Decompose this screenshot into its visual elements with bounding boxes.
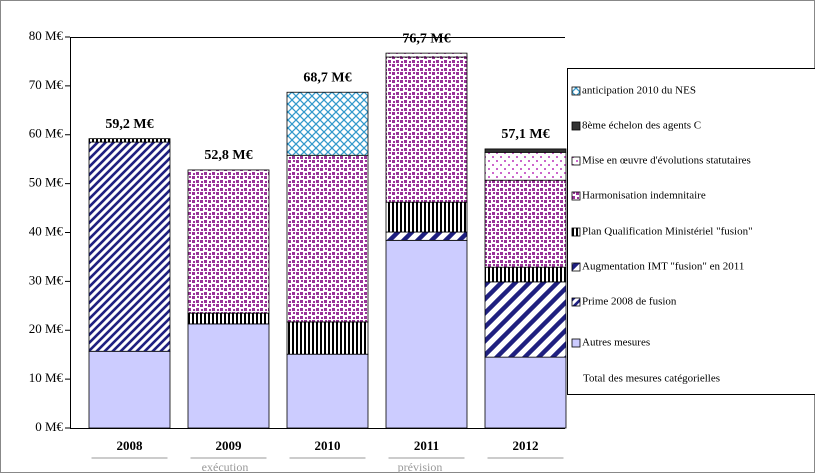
bar-segment	[385, 239, 468, 429]
bar-segment	[88, 138, 171, 143]
x-tick-label: 2012	[513, 438, 539, 453]
bar-segment	[484, 356, 567, 429]
bar-segment	[484, 281, 567, 358]
legend-swatch	[571, 338, 581, 348]
total-label: 76,7 M€	[402, 31, 450, 46]
total-label: 68,7 M€	[303, 70, 351, 85]
bar-segment	[88, 350, 171, 429]
bar-segment	[187, 323, 270, 429]
legend-label: Augmentation IMT "fusion" en 2011	[582, 261, 744, 273]
bar-segment	[385, 231, 468, 241]
y-tick-label: 80 M€	[29, 28, 64, 43]
y-tick-label: 70 M€	[29, 77, 64, 92]
y-tick-label: 40 M€	[29, 223, 64, 238]
legend-swatch	[571, 297, 581, 307]
bar-segment	[484, 266, 567, 283]
legend-label: Autres mesures	[582, 337, 650, 349]
legend-swatch	[571, 191, 581, 201]
legend-swatch	[571, 86, 581, 96]
bar-segment	[385, 56, 468, 203]
y-tick-label: 0 M€	[35, 419, 63, 434]
legend-swatch	[571, 156, 581, 166]
bar-segment	[385, 201, 468, 233]
legend-label: anticipation 2010 du NES	[582, 85, 696, 97]
legend-label: Mise en œuvre d'évolutions statutaires	[582, 155, 751, 167]
x-tick-label: 2008	[117, 438, 144, 453]
bar-segment	[484, 151, 567, 181]
bar-segment	[484, 148, 567, 153]
bar-segment	[484, 179, 567, 268]
bar-segment	[286, 353, 369, 429]
total-label: 57,1 M€	[501, 127, 549, 142]
legend-box	[567, 68, 815, 395]
bar-segment	[187, 312, 270, 325]
legend-label: Prime 2008 de fusion	[582, 296, 677, 308]
legend-swatch	[571, 262, 581, 272]
legend-swatch	[571, 121, 581, 131]
annotation: exécution	[202, 460, 249, 473]
y-tick-label: 50 M€	[29, 175, 64, 190]
x-tick-label: 2010	[315, 438, 341, 453]
bar-segment	[88, 141, 171, 352]
total-label: 59,2 M€	[105, 117, 153, 132]
legend-label: Harmonisation indemnitaire	[582, 190, 706, 202]
legend-label: Plan Qualification Ministériel "fusion"	[582, 226, 753, 238]
bar-segment	[187, 169, 270, 314]
bar-segment	[286, 154, 369, 323]
x-tick-label: 2009	[216, 438, 243, 453]
legend-label: Total des mesures catégorielles	[583, 373, 720, 385]
annotation: prévision	[398, 460, 443, 473]
y-tick-label: 30 M€	[29, 272, 64, 287]
legend-swatch	[571, 227, 581, 237]
legend-label: 8ème échelon des agents C	[582, 120, 701, 132]
bar-segment	[286, 91, 369, 156]
y-tick-label: 10 M€	[29, 370, 64, 385]
bar-segment	[385, 52, 468, 58]
total-label: 52,8 M€	[204, 148, 252, 163]
x-tick-label: 2011	[414, 438, 439, 453]
y-tick-label: 60 M€	[29, 126, 64, 141]
bar-segment	[286, 321, 369, 355]
y-tick-label: 20 M€	[29, 321, 64, 336]
